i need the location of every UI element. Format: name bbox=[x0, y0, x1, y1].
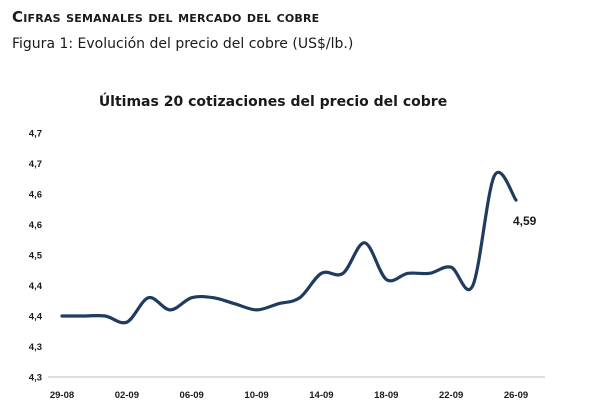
x-tick-label: 29-08 bbox=[50, 390, 74, 401]
y-tick-label: 4,6 bbox=[29, 190, 42, 201]
x-axis: 29-08 02-09 06-09 10-09 14-09 18-09 22-09 26-09 bbox=[50, 390, 528, 401]
y-tick-label: 4,6 bbox=[29, 220, 42, 231]
chart-title: Últimas 20 cotizaciones del precio del c… bbox=[99, 92, 447, 110]
x-tick-label: 14-09 bbox=[309, 390, 333, 401]
y-tick-label: 4,3 bbox=[29, 373, 42, 384]
x-tick-label: 22-09 bbox=[439, 390, 463, 401]
y-tick-label: 4,5 bbox=[29, 251, 43, 262]
y-tick-label: 4,7 bbox=[29, 159, 42, 170]
figure-caption: Figura 1: Evolución del precio del cobre… bbox=[12, 36, 354, 52]
x-tick-label: 06-09 bbox=[180, 390, 204, 401]
section-title: Cifras semanales del mercado del cobre bbox=[12, 8, 320, 26]
x-tick-label: 10-09 bbox=[244, 390, 268, 401]
y-tick-label: 4,7 bbox=[29, 129, 42, 140]
y-tick-label: 4,4 bbox=[29, 312, 43, 323]
y-tick-label: 4,4 bbox=[29, 281, 43, 292]
x-tick-label: 26-09 bbox=[504, 390, 528, 401]
y-axis: 4,3 4,3 4,4 4,4 4,5 4,6 4,6 4,7 4,7 bbox=[29, 129, 43, 384]
x-tick-label: 02-09 bbox=[115, 390, 139, 401]
y-tick-label: 4,3 bbox=[29, 342, 42, 353]
last-value-label: 4,59 bbox=[513, 214, 537, 228]
series-line-copper-price bbox=[60, 170, 518, 325]
x-tick-label: 18-09 bbox=[374, 390, 398, 401]
